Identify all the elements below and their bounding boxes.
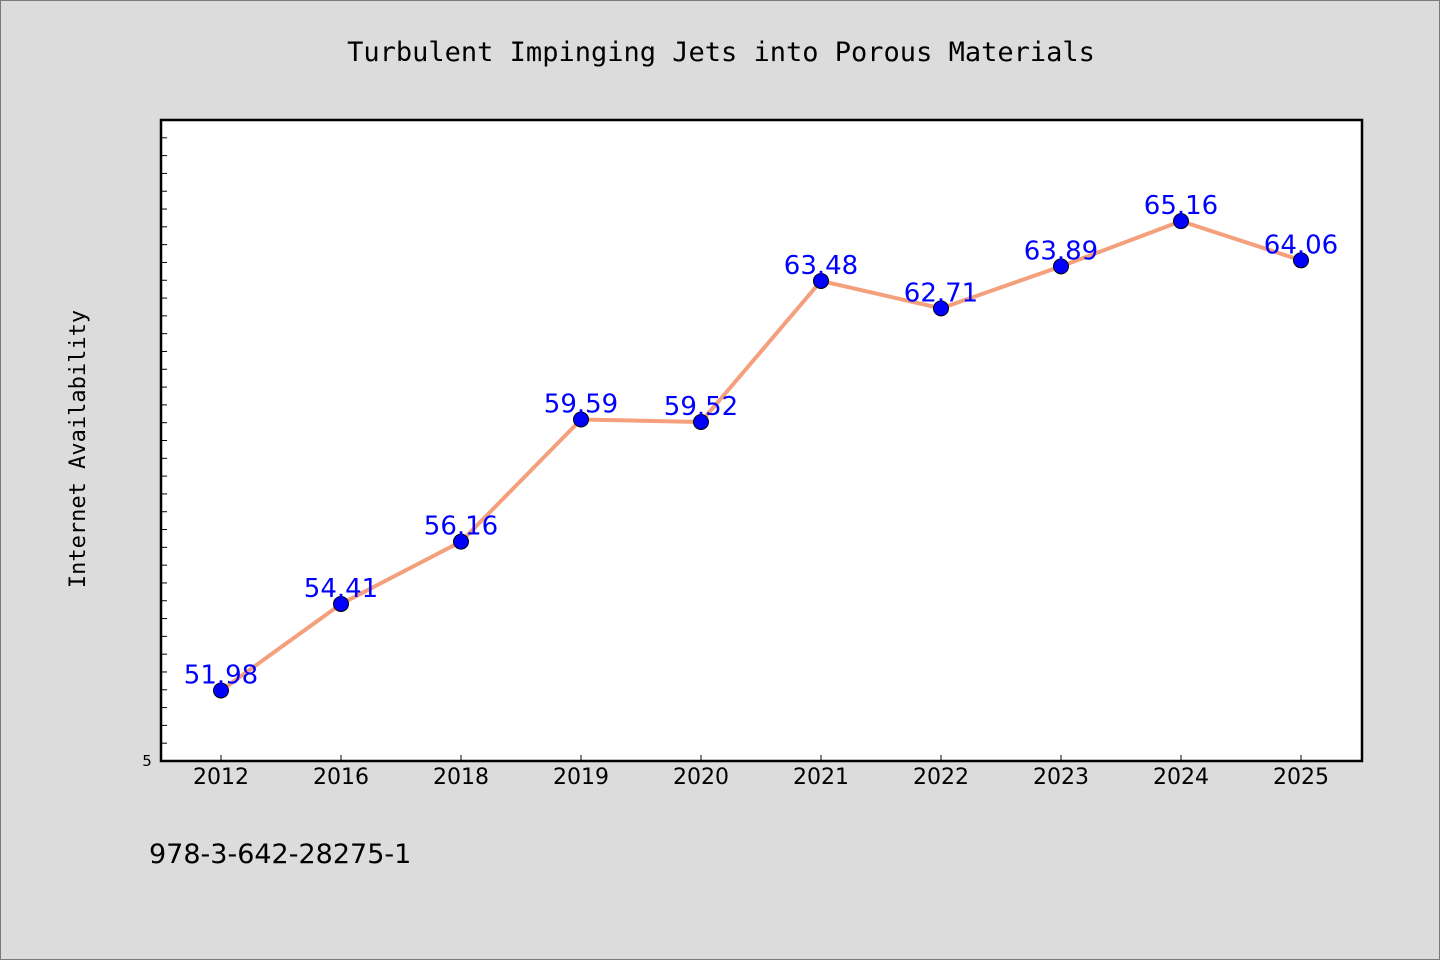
data-label: 51.98 bbox=[184, 660, 258, 690]
data-labels: 51.98 54.41 56.16 59.59 59.52 63.48 62.71 63.89… bbox=[184, 191, 1338, 690]
y-axis-label: Internet Availability bbox=[66, 310, 91, 588]
chart-title: Turbulent Impinging Jets into Porous Mat… bbox=[347, 37, 1095, 68]
data-point bbox=[213, 682, 229, 699]
x-tick-label: 2016 bbox=[313, 765, 369, 790]
x-tick-label: 2012 bbox=[193, 765, 249, 790]
x-tick-label: 2019 bbox=[553, 765, 609, 790]
data-point bbox=[693, 413, 709, 430]
x-tick-label: 2024 bbox=[1153, 765, 1209, 790]
x-tick-label: 2021 bbox=[793, 765, 849, 790]
series-markers bbox=[213, 213, 1309, 699]
y-axis-ticks bbox=[161, 137, 167, 744]
data-point bbox=[1293, 252, 1309, 269]
data-label: 62.71 bbox=[904, 278, 978, 308]
data-label: 54.41 bbox=[304, 574, 378, 604]
data-label: 64.06 bbox=[1264, 230, 1338, 260]
y-tick-label: 5 bbox=[142, 752, 152, 770]
series-line-group bbox=[219, 219, 1303, 693]
data-point bbox=[573, 411, 589, 428]
data-label: 59.59 bbox=[544, 389, 618, 419]
data-point bbox=[333, 595, 349, 612]
data-label: 59.52 bbox=[664, 392, 738, 422]
data-label: 65.16 bbox=[1144, 191, 1218, 221]
x-tick-label: 2018 bbox=[433, 765, 489, 790]
data-point bbox=[453, 533, 469, 550]
x-axis-tick-labels: 2012 2016 2018 2019 2020 2021 2022 2023 2024 2025 bbox=[193, 765, 1329, 790]
data-point bbox=[813, 272, 829, 289]
data-label: 63.48 bbox=[784, 251, 858, 281]
data-point bbox=[1053, 258, 1069, 275]
data-label: 63.89 bbox=[1024, 236, 1098, 266]
x-tick-label: 2023 bbox=[1033, 765, 1089, 790]
data-label: 56.16 bbox=[424, 512, 498, 542]
data-point bbox=[1173, 213, 1189, 230]
x-tick-label: 2022 bbox=[913, 765, 969, 790]
x-axis-ticks bbox=[220, 755, 1302, 761]
x-tick-label: 2020 bbox=[673, 765, 729, 790]
data-point bbox=[933, 300, 949, 317]
series-line bbox=[219, 219, 1303, 693]
x-tick-label: 2025 bbox=[1273, 765, 1329, 790]
isbn-footer: 978-3-642-28275-1 bbox=[149, 839, 411, 870]
